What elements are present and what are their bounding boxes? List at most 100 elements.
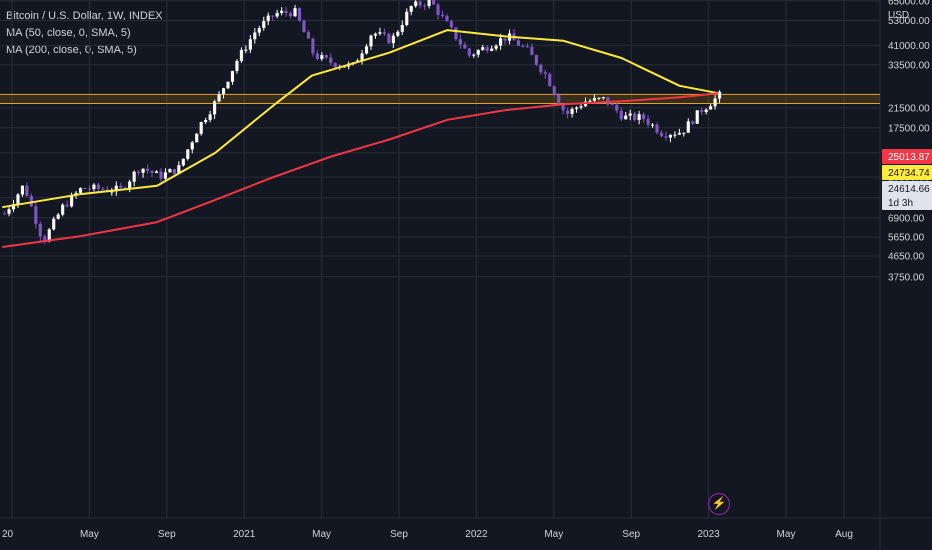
candle-down bbox=[432, 0, 436, 5]
candle-up bbox=[226, 81, 230, 89]
candle-down bbox=[539, 64, 543, 73]
candle-up bbox=[186, 149, 190, 159]
candle-up bbox=[718, 91, 722, 99]
price-tick-label: 6900.00 bbox=[888, 213, 925, 224]
lightning-icon[interactable]: ⚡ bbox=[708, 493, 730, 515]
candle-up bbox=[16, 194, 20, 205]
candle-up bbox=[110, 191, 114, 193]
price-tag-label: 25013.87 bbox=[888, 152, 930, 163]
ma50-line bbox=[2, 29, 719, 209]
candle-up bbox=[168, 169, 172, 173]
candle-down bbox=[521, 45, 525, 47]
candle-up bbox=[181, 158, 185, 166]
price-tick-label: 3750.00 bbox=[888, 272, 925, 283]
candle-up bbox=[414, 1, 418, 7]
time-tick-label: 20 bbox=[2, 529, 14, 540]
time-tick-label: May bbox=[312, 529, 331, 540]
candle-down bbox=[449, 21, 454, 28]
ma200-line bbox=[2, 92, 719, 248]
candle-down bbox=[525, 46, 529, 48]
candle-up bbox=[499, 38, 503, 46]
candle-down bbox=[445, 15, 449, 22]
candle-up bbox=[217, 94, 221, 102]
candle-down bbox=[159, 171, 163, 179]
candle-up bbox=[78, 187, 83, 193]
candle-up bbox=[405, 11, 409, 26]
candle-up bbox=[369, 35, 373, 47]
candle-up bbox=[364, 46, 369, 54]
candle-down bbox=[700, 110, 704, 113]
price-tag-label: 1d 3h bbox=[888, 198, 913, 209]
candle-up bbox=[682, 132, 686, 134]
time-axis: 20 May Sep 2021 May Sep 2022 May Sep 2023 May Aug bbox=[2, 529, 853, 540]
candle-down bbox=[552, 86, 556, 95]
candle-up bbox=[400, 25, 404, 32]
candle-down bbox=[561, 104, 565, 111]
price-tag bbox=[882, 149, 932, 164]
time-tick-label: May bbox=[777, 529, 796, 540]
candle-down bbox=[150, 170, 154, 173]
candle-up bbox=[230, 70, 235, 82]
candle-up bbox=[686, 121, 690, 133]
candle-up bbox=[637, 114, 641, 120]
candle-up bbox=[601, 97, 605, 99]
candle-up bbox=[704, 109, 708, 113]
candle-up bbox=[199, 122, 203, 134]
candle-up bbox=[7, 209, 11, 214]
candle-up bbox=[391, 35, 395, 44]
time-tick-label: Sep bbox=[622, 529, 640, 540]
candle-down bbox=[137, 171, 141, 173]
candle-up bbox=[56, 214, 60, 219]
time-tick-label: 2021 bbox=[233, 529, 256, 540]
candle-down bbox=[619, 110, 623, 120]
zone-fill bbox=[0, 94, 880, 104]
price-tick-label: 33500.00 bbox=[888, 60, 930, 71]
candle-up bbox=[476, 50, 480, 55]
candle-down bbox=[418, 1, 422, 6]
candle-up bbox=[373, 33, 378, 36]
candle-down bbox=[2, 213, 7, 215]
candle-down bbox=[288, 13, 293, 17]
price-tick-label: 17500.00 bbox=[888, 123, 930, 134]
candle-up bbox=[195, 133, 199, 143]
candle-down bbox=[615, 104, 619, 111]
legend-ma200[interactable]: MA (200, close, 0, SMA, 5) bbox=[6, 44, 137, 56]
candle-up bbox=[190, 142, 194, 150]
candle-up bbox=[709, 106, 713, 110]
candle-up bbox=[132, 171, 136, 182]
candle-down bbox=[646, 118, 650, 125]
price-tick-label: 4650.00 bbox=[888, 251, 925, 262]
candle-up bbox=[213, 101, 217, 115]
candle-up bbox=[163, 172, 168, 179]
price-tag-label: 24734.74 bbox=[888, 168, 930, 179]
price-tick-label: 65000.00 bbox=[888, 0, 930, 7]
candle-up bbox=[114, 185, 118, 192]
candle-up bbox=[378, 32, 382, 34]
candle-down bbox=[284, 10, 288, 14]
candle-down bbox=[123, 187, 127, 189]
candle-down bbox=[516, 40, 521, 46]
candle-up bbox=[409, 6, 413, 12]
candle-up bbox=[592, 97, 597, 101]
time-tick-label: 2022 bbox=[465, 529, 488, 540]
price-tag bbox=[882, 195, 932, 210]
candle-up bbox=[128, 181, 132, 189]
legend-ma50[interactable]: MA (50, close, 0, SMA, 5) bbox=[6, 27, 131, 39]
candle-down bbox=[34, 206, 38, 224]
candle-up bbox=[61, 204, 65, 215]
candle-down bbox=[642, 114, 646, 119]
candle-up bbox=[673, 134, 677, 136]
candle-up bbox=[154, 171, 159, 173]
candle-down bbox=[65, 204, 69, 207]
candle-up bbox=[141, 168, 145, 173]
candle-down bbox=[543, 72, 547, 74]
candle-down bbox=[172, 169, 176, 174]
candle-up bbox=[597, 97, 601, 99]
price-tick-label: 53000.00 bbox=[888, 16, 930, 27]
candle-down bbox=[436, 4, 440, 15]
candle-down bbox=[566, 110, 570, 114]
candle-down bbox=[329, 57, 333, 64]
candle-up bbox=[695, 110, 699, 124]
candle-down bbox=[306, 32, 311, 39]
